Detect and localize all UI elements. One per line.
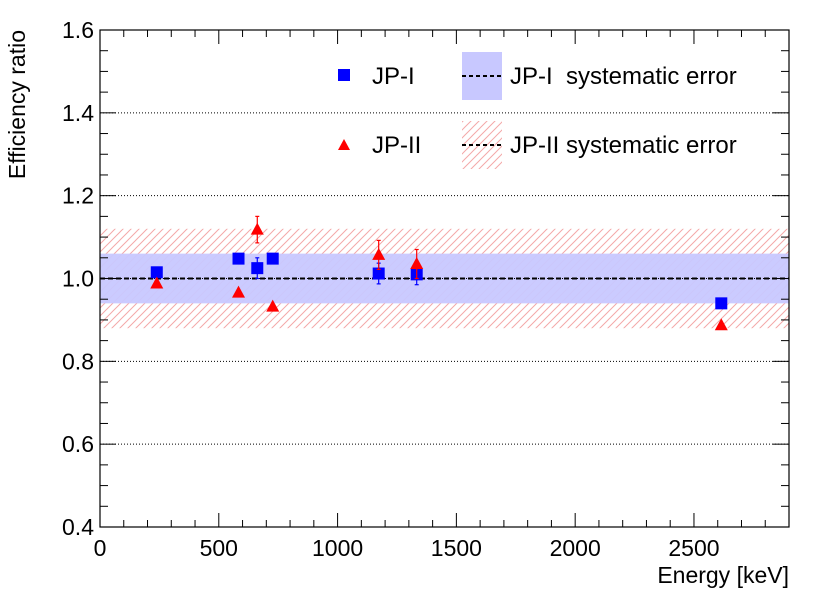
legend-label-jp1-syst: JP-I systematic error (510, 63, 737, 90)
legend-label-jp1: JP-I (372, 63, 415, 90)
x-tick-label-1500: 1500 (431, 535, 482, 561)
point-jpi-2 (251, 262, 264, 275)
y-tick-label-0-4: 0.4 (62, 514, 94, 540)
legend: JP-I JP-II JP-I systematic error JP-II s… (338, 52, 737, 169)
point-jpii-6 (714, 318, 728, 331)
axis-ticks: 0 500 1000 1500 2000 2500 0.4 0.6 0.8 1.0 1.2 1.4 1.… (62, 17, 790, 561)
y-tick-label-1-6: 1.6 (62, 17, 94, 43)
point-jpi-0 (150, 266, 163, 279)
y-tick-label-1: 1.0 (62, 266, 94, 292)
point-jpi-3 (266, 252, 279, 265)
point-jpii-4 (372, 247, 386, 260)
point-jpi-6 (715, 297, 728, 310)
data-points (150, 215, 728, 331)
x-tick-label-1000: 1000 (312, 535, 363, 561)
point-jpi-4 (372, 267, 385, 280)
x-tick-label-0: 0 (94, 535, 107, 561)
point-jpii-2 (250, 222, 264, 235)
y-tick-label-1-2: 1.2 (62, 183, 94, 209)
y-tick-label-1-4: 1.4 (62, 100, 94, 126)
point-jpii-0 (150, 276, 164, 289)
x-axis-title: Energy [keV] (657, 562, 789, 588)
legend-band-jp1 (462, 52, 502, 100)
y-tick-label-0-8: 0.8 (62, 348, 94, 374)
legend-marker-jp1 (338, 69, 350, 81)
x-tick-label-2500: 2500 (668, 535, 719, 561)
x-tick-label-500: 500 (200, 535, 238, 561)
legend-label-jp2-syst: JP-II systematic error (510, 132, 737, 159)
x-tick-label-2000: 2000 (550, 535, 601, 561)
legend-label-jp2: JP-II (372, 132, 421, 159)
point-jpi-1 (232, 252, 245, 265)
point-jpii-1 (232, 285, 246, 298)
legend-band-jp2 (462, 121, 502, 169)
point-jpii-5 (410, 257, 424, 270)
y-tick-label-0-6: 0.6 (62, 431, 94, 457)
point-jpii-3 (266, 299, 280, 312)
y-axis-title: Efficiency ratio (4, 30, 30, 179)
legend-marker-jp2 (338, 139, 350, 150)
